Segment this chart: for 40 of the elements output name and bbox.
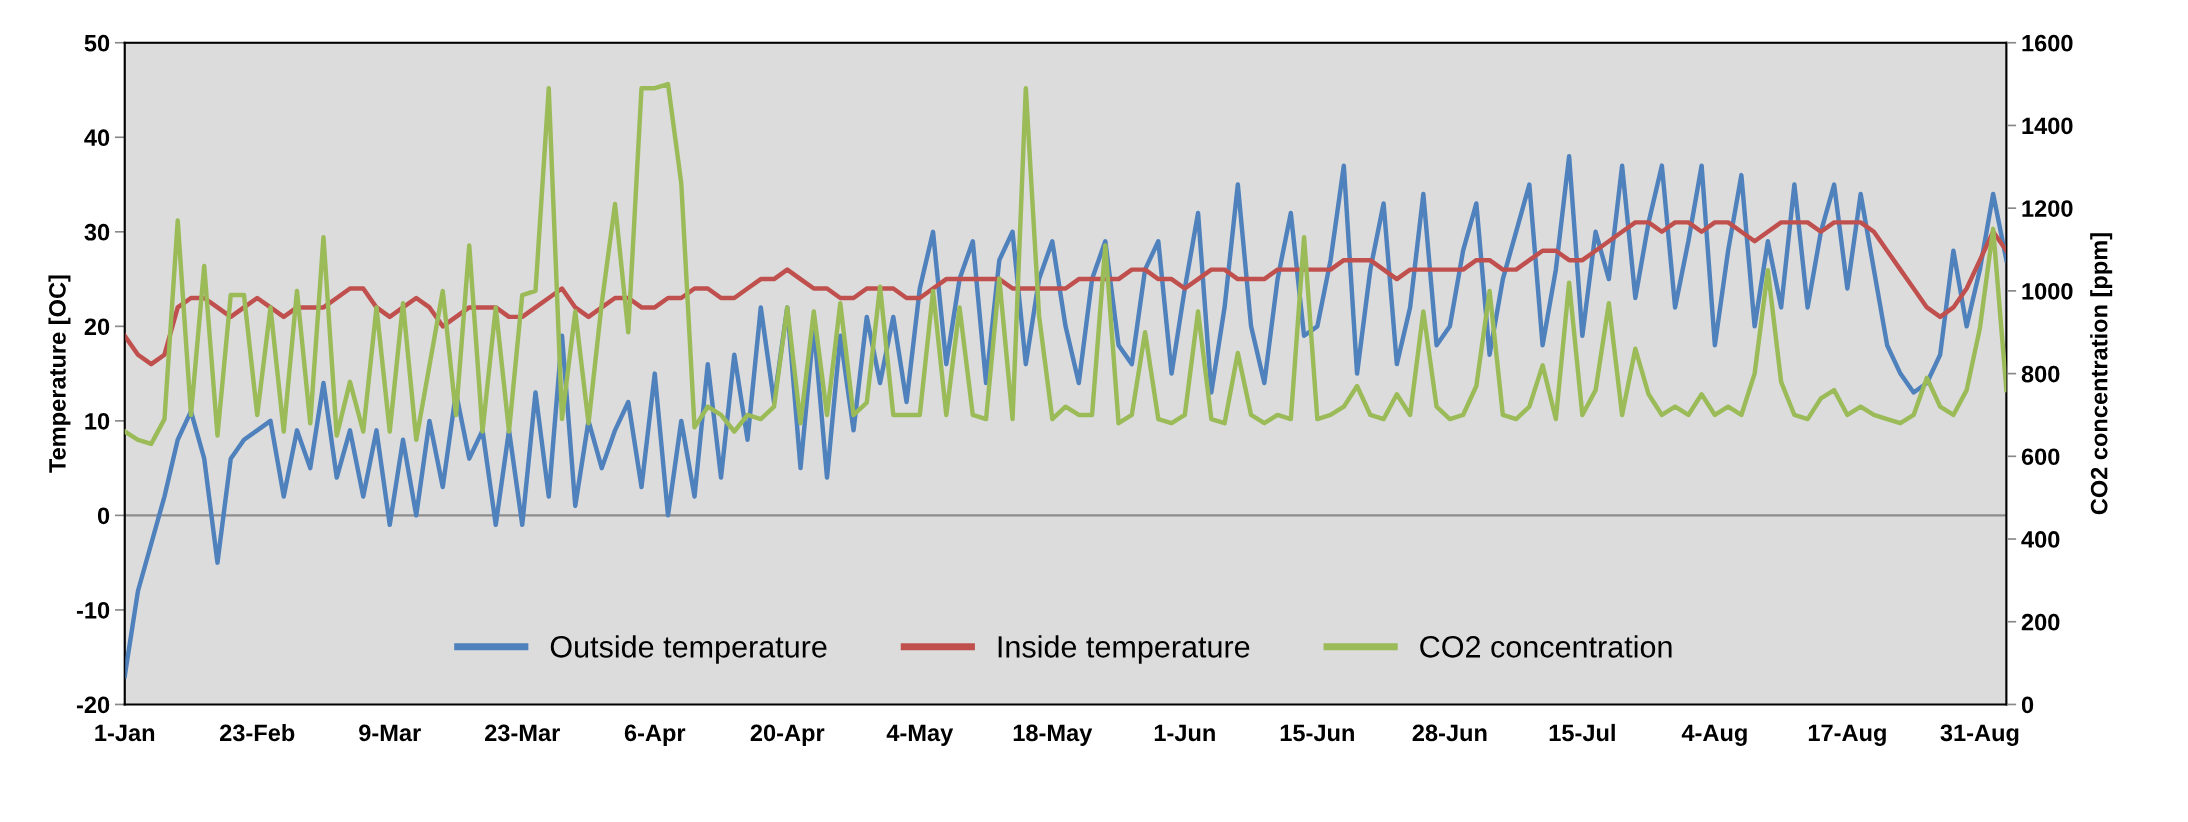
y2-tick-label: 1200 [2022, 200, 2073, 217]
line-series [124, 220, 2007, 367]
y-tick-label: -10 [76, 601, 110, 619]
y2-axis-title: CO2 concentration [ppm] [2090, 233, 2113, 515]
y2-tick-label: 600 [2021, 448, 2060, 466]
y-tick-label: 40 [84, 129, 110, 147]
x-tick-label: 15-Jul [1549, 723, 1615, 742]
x-tick-label: 23-Feb [220, 723, 295, 742]
y2-tick-label: 0 [2021, 696, 2034, 714]
x-tick-label: 1-Jan [95, 724, 155, 742]
y-axis-title: Temperature [OC] [48, 275, 71, 473]
y2-tick-label: 1400 [2022, 117, 2073, 135]
y-tick-label: -20 [76, 696, 110, 714]
x-tick-label: 18-May [1013, 724, 1093, 746]
y2-tick-label: 200 [2021, 613, 2060, 631]
legend-label: Inside temperature [998, 635, 1250, 664]
y2-tick-label: 1600 [2022, 34, 2073, 52]
line-series [124, 81, 2007, 447]
x-tick-label: 9-Mar [359, 724, 421, 742]
y2-tick-label: 1000 [2022, 282, 2073, 300]
x-tick-label: 6-Apr [624, 724, 686, 746]
x-tick-label: 31-Aug [1940, 724, 2019, 746]
line-series [124, 153, 2007, 679]
x-tick-label: 23-Mar [485, 724, 560, 742]
x-tick-label: 15-Jun [1280, 724, 1354, 742]
x-tick-label: 1-Jun [1154, 724, 1215, 742]
y-tick-label: 10 [85, 412, 110, 430]
x-tick-label: 4-May [886, 724, 954, 746]
legend-label: Outside temperature [550, 635, 827, 664]
x-tick-label: 4-Aug [1681, 724, 1747, 746]
y-tick-label: 20 [84, 318, 110, 336]
y2-tick-label: 400 [2021, 531, 2060, 548]
legend-label: CO2 concentration [1420, 635, 1672, 658]
x-tick-label: 17-Aug [1808, 724, 1886, 746]
x-tick-label: 20-Apr [750, 724, 825, 746]
y-tick-label: 30 [84, 223, 110, 241]
y-tick-label: 50 [84, 34, 110, 52]
y-tick-label: 0 [97, 507, 110, 525]
x-tick-label: 28-Jun [1412, 724, 1487, 742]
y2-tick-label: 800 [2021, 365, 2060, 383]
